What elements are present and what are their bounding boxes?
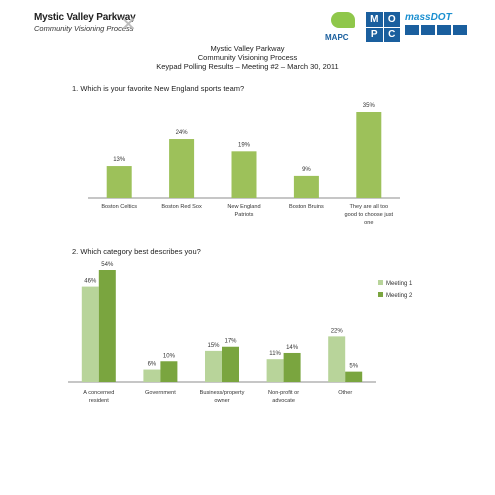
category-label: New England bbox=[227, 204, 260, 210]
category-label: They are all too bbox=[350, 204, 389, 210]
category-label: advocate bbox=[272, 398, 295, 404]
data-label: 6% bbox=[148, 362, 157, 368]
bar bbox=[293, 175, 319, 198]
document-header: Mystic Valley Parkway Community Visionin… bbox=[0, 44, 495, 71]
data-label: 14% bbox=[286, 345, 299, 351]
mapc-logo-text: MAPC bbox=[325, 33, 349, 42]
header-line-2: Community Visioning Process bbox=[197, 53, 298, 62]
data-label: 15% bbox=[207, 343, 220, 349]
data-label: 54% bbox=[101, 262, 114, 268]
mopc-letter: M bbox=[366, 12, 383, 27]
mopc-logo: M O P C bbox=[366, 12, 400, 42]
mystic-valley-logo: Mystic Valley Parkway Community Visionin… bbox=[34, 12, 137, 36]
data-label: 5% bbox=[349, 364, 358, 370]
bar bbox=[266, 359, 284, 382]
category-label: Non-profit or bbox=[268, 390, 299, 396]
category-label: Patriots bbox=[235, 212, 254, 218]
mopc-letter: C bbox=[383, 27, 400, 42]
category-label: Government bbox=[145, 390, 176, 396]
bar bbox=[205, 350, 222, 382]
category-label: good to choose just bbox=[345, 212, 394, 218]
category-chart: 46% 54% A concerned resident 6% 10% Government… bbox=[68, 262, 413, 404]
massdot-logo: massDOT bbox=[405, 12, 467, 42]
sports-team-chart: 13% Boston Celtics 24% Boston Red Sox 19% New… bbox=[88, 103, 400, 226]
bar bbox=[160, 361, 178, 382]
data-label: 24% bbox=[176, 130, 189, 136]
bar bbox=[345, 371, 363, 382]
data-label: 22% bbox=[331, 328, 344, 334]
category-label: Boston Celtics bbox=[101, 204, 137, 210]
question-2: 2. Which category best describes you? bbox=[72, 247, 201, 256]
logo-subtitle: Community Visioning Process bbox=[34, 24, 134, 33]
category-label: A concerned bbox=[83, 390, 114, 396]
question-1: 1. Which is your favorite New England sp… bbox=[72, 84, 245, 93]
data-label: 35% bbox=[363, 103, 376, 109]
mopc-letter: O bbox=[383, 12, 400, 27]
transport-icons bbox=[405, 25, 467, 35]
massdot-logo-text: massDOT bbox=[405, 12, 452, 23]
bar bbox=[231, 151, 257, 198]
data-label: 11% bbox=[269, 351, 281, 357]
legend-entry: Meeting 1 bbox=[386, 281, 413, 287]
bar bbox=[222, 346, 239, 382]
category-label: Boston Red Sox bbox=[161, 204, 202, 210]
category-label: one bbox=[364, 220, 373, 226]
partner-logos: MAPC M O P C massDOT bbox=[323, 12, 467, 42]
data-label: 13% bbox=[113, 157, 126, 163]
bar bbox=[106, 166, 132, 198]
category-label: Boston Bruins bbox=[289, 204, 324, 210]
bar bbox=[143, 369, 161, 382]
data-label: 17% bbox=[224, 339, 237, 345]
bar bbox=[81, 286, 99, 382]
leaf-icon bbox=[331, 12, 355, 28]
header-line-1: Mystic Valley Parkway bbox=[210, 44, 285, 53]
category-label: Business/property bbox=[200, 390, 245, 396]
bar bbox=[283, 352, 301, 382]
legend-entry: Meeting 2 bbox=[386, 293, 413, 299]
category-label: Other bbox=[338, 390, 352, 396]
bar bbox=[328, 336, 346, 382]
logo-title: Mystic Valley Parkway bbox=[34, 12, 136, 23]
legend-swatch bbox=[378, 280, 383, 285]
data-label: 19% bbox=[238, 142, 251, 148]
category-label: resident bbox=[89, 398, 109, 404]
mapc-logo: MAPC bbox=[323, 12, 361, 42]
data-label: 10% bbox=[163, 353, 176, 359]
mopc-letter: P bbox=[366, 27, 383, 42]
logo-mark-icon: ✕ bbox=[120, 14, 137, 36]
header-line-3: Keypad Polling Results – Meeting #2 – Ma… bbox=[156, 62, 339, 71]
bar bbox=[169, 139, 195, 198]
bar bbox=[356, 112, 382, 198]
data-label: 46% bbox=[84, 279, 97, 285]
category-label: owner bbox=[214, 398, 229, 404]
legend-swatch bbox=[378, 292, 383, 297]
data-label: 9% bbox=[302, 167, 311, 173]
bar bbox=[98, 270, 116, 382]
